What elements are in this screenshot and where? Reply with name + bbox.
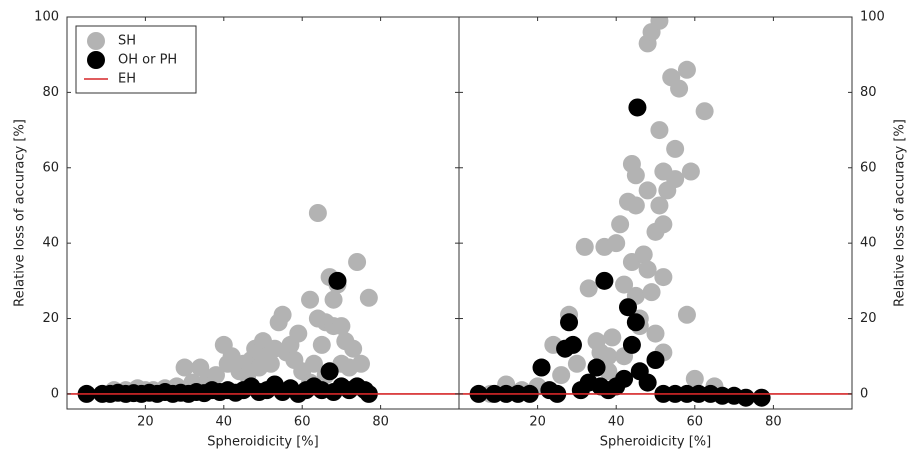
point bbox=[634, 245, 653, 264]
point bbox=[352, 354, 370, 373]
point bbox=[752, 388, 771, 407]
point bbox=[638, 373, 657, 392]
y-tick-label: 40 bbox=[860, 236, 877, 251]
y-tick-label: 60 bbox=[42, 160, 59, 175]
legend-swatch bbox=[87, 32, 105, 50]
y-axis-label: Relative loss of accuracy [%] bbox=[13, 119, 28, 307]
x-tick-label: 40 bbox=[216, 415, 233, 430]
point bbox=[308, 204, 327, 222]
point bbox=[654, 215, 673, 234]
point bbox=[552, 366, 571, 385]
point bbox=[301, 290, 320, 309]
y-tick-label: 60 bbox=[860, 160, 877, 175]
point bbox=[615, 275, 634, 294]
legend-label: SH bbox=[118, 34, 136, 49]
x-axis-label: Spheroidicity [%] bbox=[207, 435, 318, 450]
x-tick-label: 60 bbox=[687, 415, 704, 430]
frame bbox=[458, 16, 853, 410]
y-tick-label: 100 bbox=[34, 10, 59, 25]
plot-area bbox=[459, 17, 852, 407]
x-tick-label: 20 bbox=[529, 415, 546, 430]
point bbox=[626, 196, 645, 215]
point bbox=[646, 351, 665, 369]
point bbox=[638, 260, 657, 279]
x-tick-label: 20 bbox=[137, 415, 154, 430]
point bbox=[359, 288, 378, 307]
y-tick-label: 20 bbox=[42, 311, 59, 326]
point bbox=[615, 369, 634, 388]
point bbox=[312, 335, 331, 354]
point bbox=[579, 279, 598, 298]
x-tick-label: 80 bbox=[372, 415, 389, 430]
y-tick-label: 0 bbox=[51, 386, 59, 401]
x-tick-label: 60 bbox=[294, 415, 311, 430]
point bbox=[563, 335, 582, 354]
x-axis-label: Spheroidicity [%] bbox=[600, 435, 711, 450]
point bbox=[599, 347, 618, 366]
point bbox=[560, 313, 579, 332]
point bbox=[622, 335, 641, 354]
point bbox=[575, 237, 594, 256]
point bbox=[304, 354, 323, 373]
point bbox=[685, 369, 704, 388]
point bbox=[681, 162, 700, 181]
point bbox=[638, 181, 657, 200]
point bbox=[175, 358, 194, 377]
point bbox=[532, 358, 551, 377]
point bbox=[650, 196, 669, 215]
point bbox=[344, 339, 363, 358]
point bbox=[607, 234, 626, 253]
legend-label: EH bbox=[118, 72, 136, 87]
point bbox=[666, 139, 685, 158]
point bbox=[736, 388, 755, 407]
point bbox=[626, 166, 645, 185]
legend-label: OH or PH bbox=[118, 53, 177, 68]
point bbox=[289, 324, 308, 343]
point bbox=[677, 305, 696, 324]
point bbox=[628, 98, 647, 117]
point bbox=[567, 354, 586, 373]
point bbox=[348, 253, 367, 271]
point bbox=[670, 79, 689, 98]
point bbox=[324, 290, 343, 309]
legend-swatch bbox=[87, 51, 105, 69]
y-tick-label: 80 bbox=[860, 85, 877, 100]
y-tick-label: 80 bbox=[42, 85, 59, 100]
point bbox=[603, 328, 622, 347]
y-tick-label: 20 bbox=[860, 311, 877, 326]
point bbox=[695, 102, 714, 121]
y-tick-label: 0 bbox=[860, 386, 868, 401]
point bbox=[650, 17, 669, 30]
point bbox=[650, 121, 669, 140]
point bbox=[320, 362, 339, 381]
point bbox=[273, 305, 292, 324]
y-tick-label: 40 bbox=[42, 236, 59, 251]
point bbox=[642, 283, 661, 302]
point bbox=[587, 358, 606, 377]
point bbox=[618, 298, 637, 317]
point bbox=[677, 60, 696, 79]
point bbox=[206, 366, 225, 385]
x-tick-label: 40 bbox=[608, 415, 625, 430]
point bbox=[332, 317, 351, 336]
point bbox=[611, 215, 630, 234]
y-tick-label: 100 bbox=[860, 10, 885, 25]
x-tick-label: 80 bbox=[765, 415, 782, 430]
point bbox=[595, 271, 614, 290]
plot-area bbox=[67, 204, 459, 403]
y-axis-label: Relative loss of accuracy [%] bbox=[893, 119, 908, 307]
point bbox=[626, 313, 645, 332]
point bbox=[666, 170, 685, 189]
point bbox=[328, 271, 347, 290]
point bbox=[654, 268, 673, 287]
point bbox=[261, 354, 280, 373]
point bbox=[646, 324, 665, 343]
